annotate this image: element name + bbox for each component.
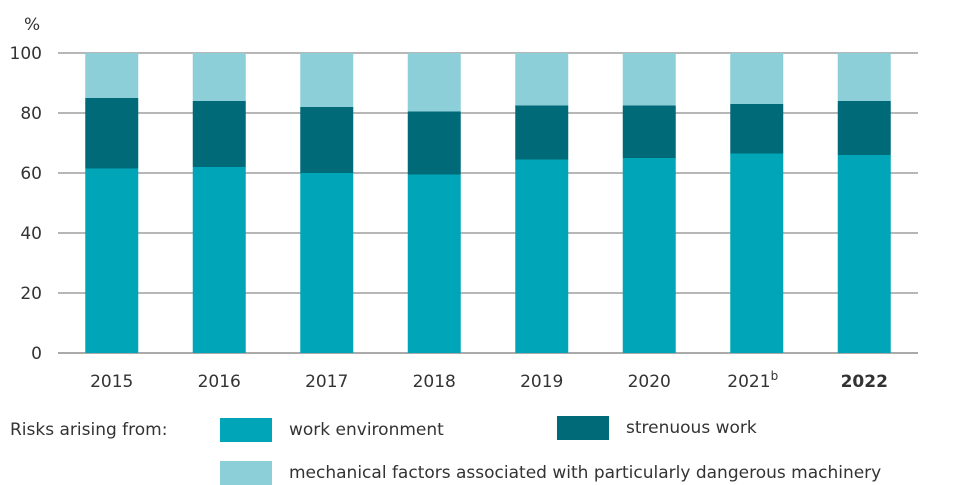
bar-segment-2015-series-0: [85, 168, 139, 353]
x-tick-label-2020: 2020: [628, 372, 671, 392]
bars: [85, 53, 891, 353]
x-tick-label-2019: 2019: [520, 372, 563, 392]
bar-segment-2020-series-1: [622, 105, 676, 158]
x-tick-superscript: b: [771, 369, 779, 383]
bar-segment-2021-series-0: [730, 153, 784, 353]
bar-segment-2022-series-1: [837, 101, 891, 155]
bar-segment-2017-series-1: [300, 107, 354, 173]
bar-segment-2017-series-0: [300, 173, 354, 353]
bar-segment-2016-series-2: [192, 53, 246, 101]
gridlines: [58, 52, 918, 354]
bar-segment-2016-series-1: [192, 101, 246, 167]
y-tick-label: 40: [20, 224, 42, 244]
x-tick-label-2015: 2015: [90, 372, 133, 392]
bar-segment-2015-series-1: [85, 98, 139, 169]
y-axis-label: %: [24, 15, 40, 35]
bar-segment-2022-series-0: [837, 155, 891, 353]
bar-segment-2019-series-1: [515, 105, 569, 160]
x-tick-label-2021: 2021b: [727, 369, 778, 392]
y-tick-label: 80: [20, 104, 42, 124]
y-tick-label: 100: [10, 44, 42, 64]
bar-segment-2020-series-0: [622, 158, 676, 353]
bar-segment-2015-series-2: [85, 53, 139, 98]
x-tick-label-2016: 2016: [198, 372, 241, 392]
bar-segment-2018-series-0: [407, 174, 461, 353]
bar-segment-2017-series-2: [300, 53, 354, 107]
x-tick-label-2022: 2022: [841, 372, 888, 392]
bar-segment-2021-series-2: [730, 53, 784, 104]
bar-segment-2018-series-1: [407, 111, 461, 175]
bar-segment-2016-series-0: [192, 167, 246, 353]
y-tick-label: 0: [31, 344, 42, 364]
bar-segment-2019-series-2: [515, 53, 569, 106]
y-tick-label: 20: [20, 284, 42, 304]
y-tick-label: 60: [20, 164, 42, 184]
bar-segment-2021-series-1: [730, 104, 784, 154]
x-tick-label-2018: 2018: [413, 372, 456, 392]
bar-segment-2018-series-2: [407, 53, 461, 112]
bar-segment-2019-series-0: [515, 159, 569, 353]
axes: 0 20 40 60 80 100 2015 2016 2017 2018 2019 2020 2021…: [10, 44, 888, 392]
bar-segment-2020-series-2: [622, 53, 676, 106]
bar-segment-2022-series-2: [837, 53, 891, 101]
x-tick-label-2017: 2017: [305, 372, 348, 392]
